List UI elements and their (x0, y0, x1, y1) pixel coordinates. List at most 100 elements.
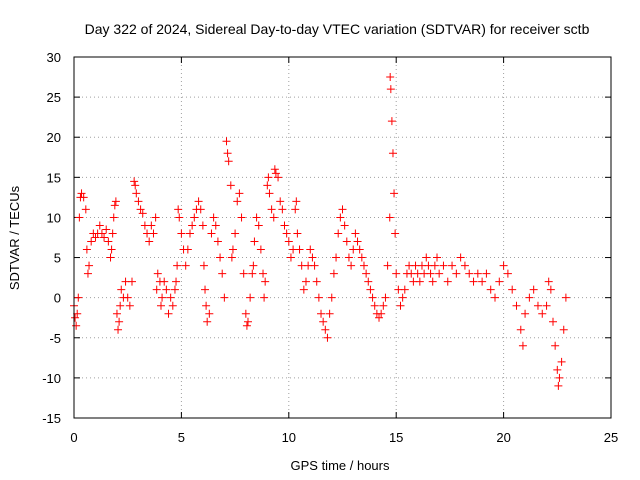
data-point (170, 285, 179, 294)
data-point (248, 269, 257, 278)
data-point (97, 229, 106, 238)
data-point (153, 269, 162, 278)
data-point (260, 293, 269, 302)
data-point (91, 233, 100, 242)
data-point (145, 237, 154, 246)
data-point (227, 253, 236, 262)
data-point (465, 269, 474, 278)
data-point (190, 213, 199, 222)
data-point (499, 261, 508, 270)
data-point (130, 177, 139, 186)
data-point (299, 285, 308, 294)
data-point (205, 309, 214, 318)
data-point (491, 293, 500, 302)
data-point (77, 189, 86, 198)
data-point (362, 269, 371, 278)
data-point (194, 197, 203, 206)
data-point (106, 253, 115, 262)
data-point (152, 285, 161, 294)
data-point (278, 205, 287, 214)
data-point (390, 189, 399, 198)
data-point (551, 341, 560, 350)
data-point (188, 221, 197, 230)
data-point (134, 197, 143, 206)
data-point (368, 293, 377, 302)
y-tick-label: 30 (47, 50, 61, 65)
data-point (428, 277, 437, 286)
data-point (174, 205, 183, 214)
data-point (538, 309, 547, 318)
data-point (241, 309, 250, 318)
data-point (228, 245, 237, 254)
data-point (202, 301, 211, 310)
data-point (108, 229, 117, 238)
data-point (366, 285, 375, 294)
data-point (308, 253, 317, 262)
data-point (276, 197, 285, 206)
data-point (224, 157, 233, 166)
y-tick-label: 10 (47, 210, 61, 225)
plot-frame (73, 56, 612, 419)
data-point (439, 261, 448, 270)
data-point (351, 229, 360, 238)
data-point (478, 277, 487, 286)
data-point (198, 221, 207, 230)
data-point (516, 325, 525, 334)
data-point (95, 221, 104, 230)
data-point (344, 253, 353, 262)
data-point (359, 261, 368, 270)
data-point (327, 293, 336, 302)
data-point (175, 213, 184, 222)
data-point (386, 73, 395, 82)
x-axis-label: GPS time / hours (291, 458, 390, 473)
data-point (312, 277, 321, 286)
data-point (430, 261, 439, 270)
data-point (209, 213, 218, 222)
data-point (518, 341, 527, 350)
data-point (336, 213, 345, 222)
data-point (473, 269, 482, 278)
data-point (231, 229, 240, 238)
data-point (263, 181, 272, 190)
data-point (555, 373, 564, 382)
data-point (185, 229, 194, 238)
data-point (81, 205, 90, 214)
data-point (102, 225, 111, 234)
data-point (415, 277, 424, 286)
data-point (271, 169, 280, 178)
data-marks (70, 73, 570, 390)
y-tick-label: -15 (42, 411, 61, 426)
data-point (183, 245, 192, 254)
data-point (87, 237, 96, 246)
y-tick-label: 25 (47, 90, 61, 105)
data-point (223, 149, 232, 158)
data-point (249, 261, 258, 270)
data-point (114, 325, 123, 334)
data-point (557, 357, 566, 366)
data-point (293, 229, 302, 238)
y-tick-label: 15 (47, 170, 61, 185)
data-point (542, 301, 551, 310)
data-point (168, 301, 177, 310)
y-tick-label: -5 (49, 331, 61, 346)
data-point (435, 269, 444, 278)
data-point (220, 293, 229, 302)
data-point (426, 269, 435, 278)
data-point (521, 309, 530, 318)
data-point (83, 269, 92, 278)
data-point (353, 237, 362, 246)
data-point (338, 205, 347, 214)
data-point (172, 277, 181, 286)
data-point (559, 325, 568, 334)
data-point (211, 221, 220, 230)
x-tick-label: 5 (178, 430, 185, 445)
data-point (388, 149, 397, 158)
data-point (71, 313, 80, 322)
y-axis-label: SDTVAR / TECUs (7, 185, 22, 290)
data-point (452, 269, 461, 278)
data-point (544, 277, 553, 286)
data-point (433, 253, 442, 262)
data-point (295, 245, 304, 254)
data-point (256, 245, 265, 254)
y-tick-label: -10 (42, 371, 61, 386)
